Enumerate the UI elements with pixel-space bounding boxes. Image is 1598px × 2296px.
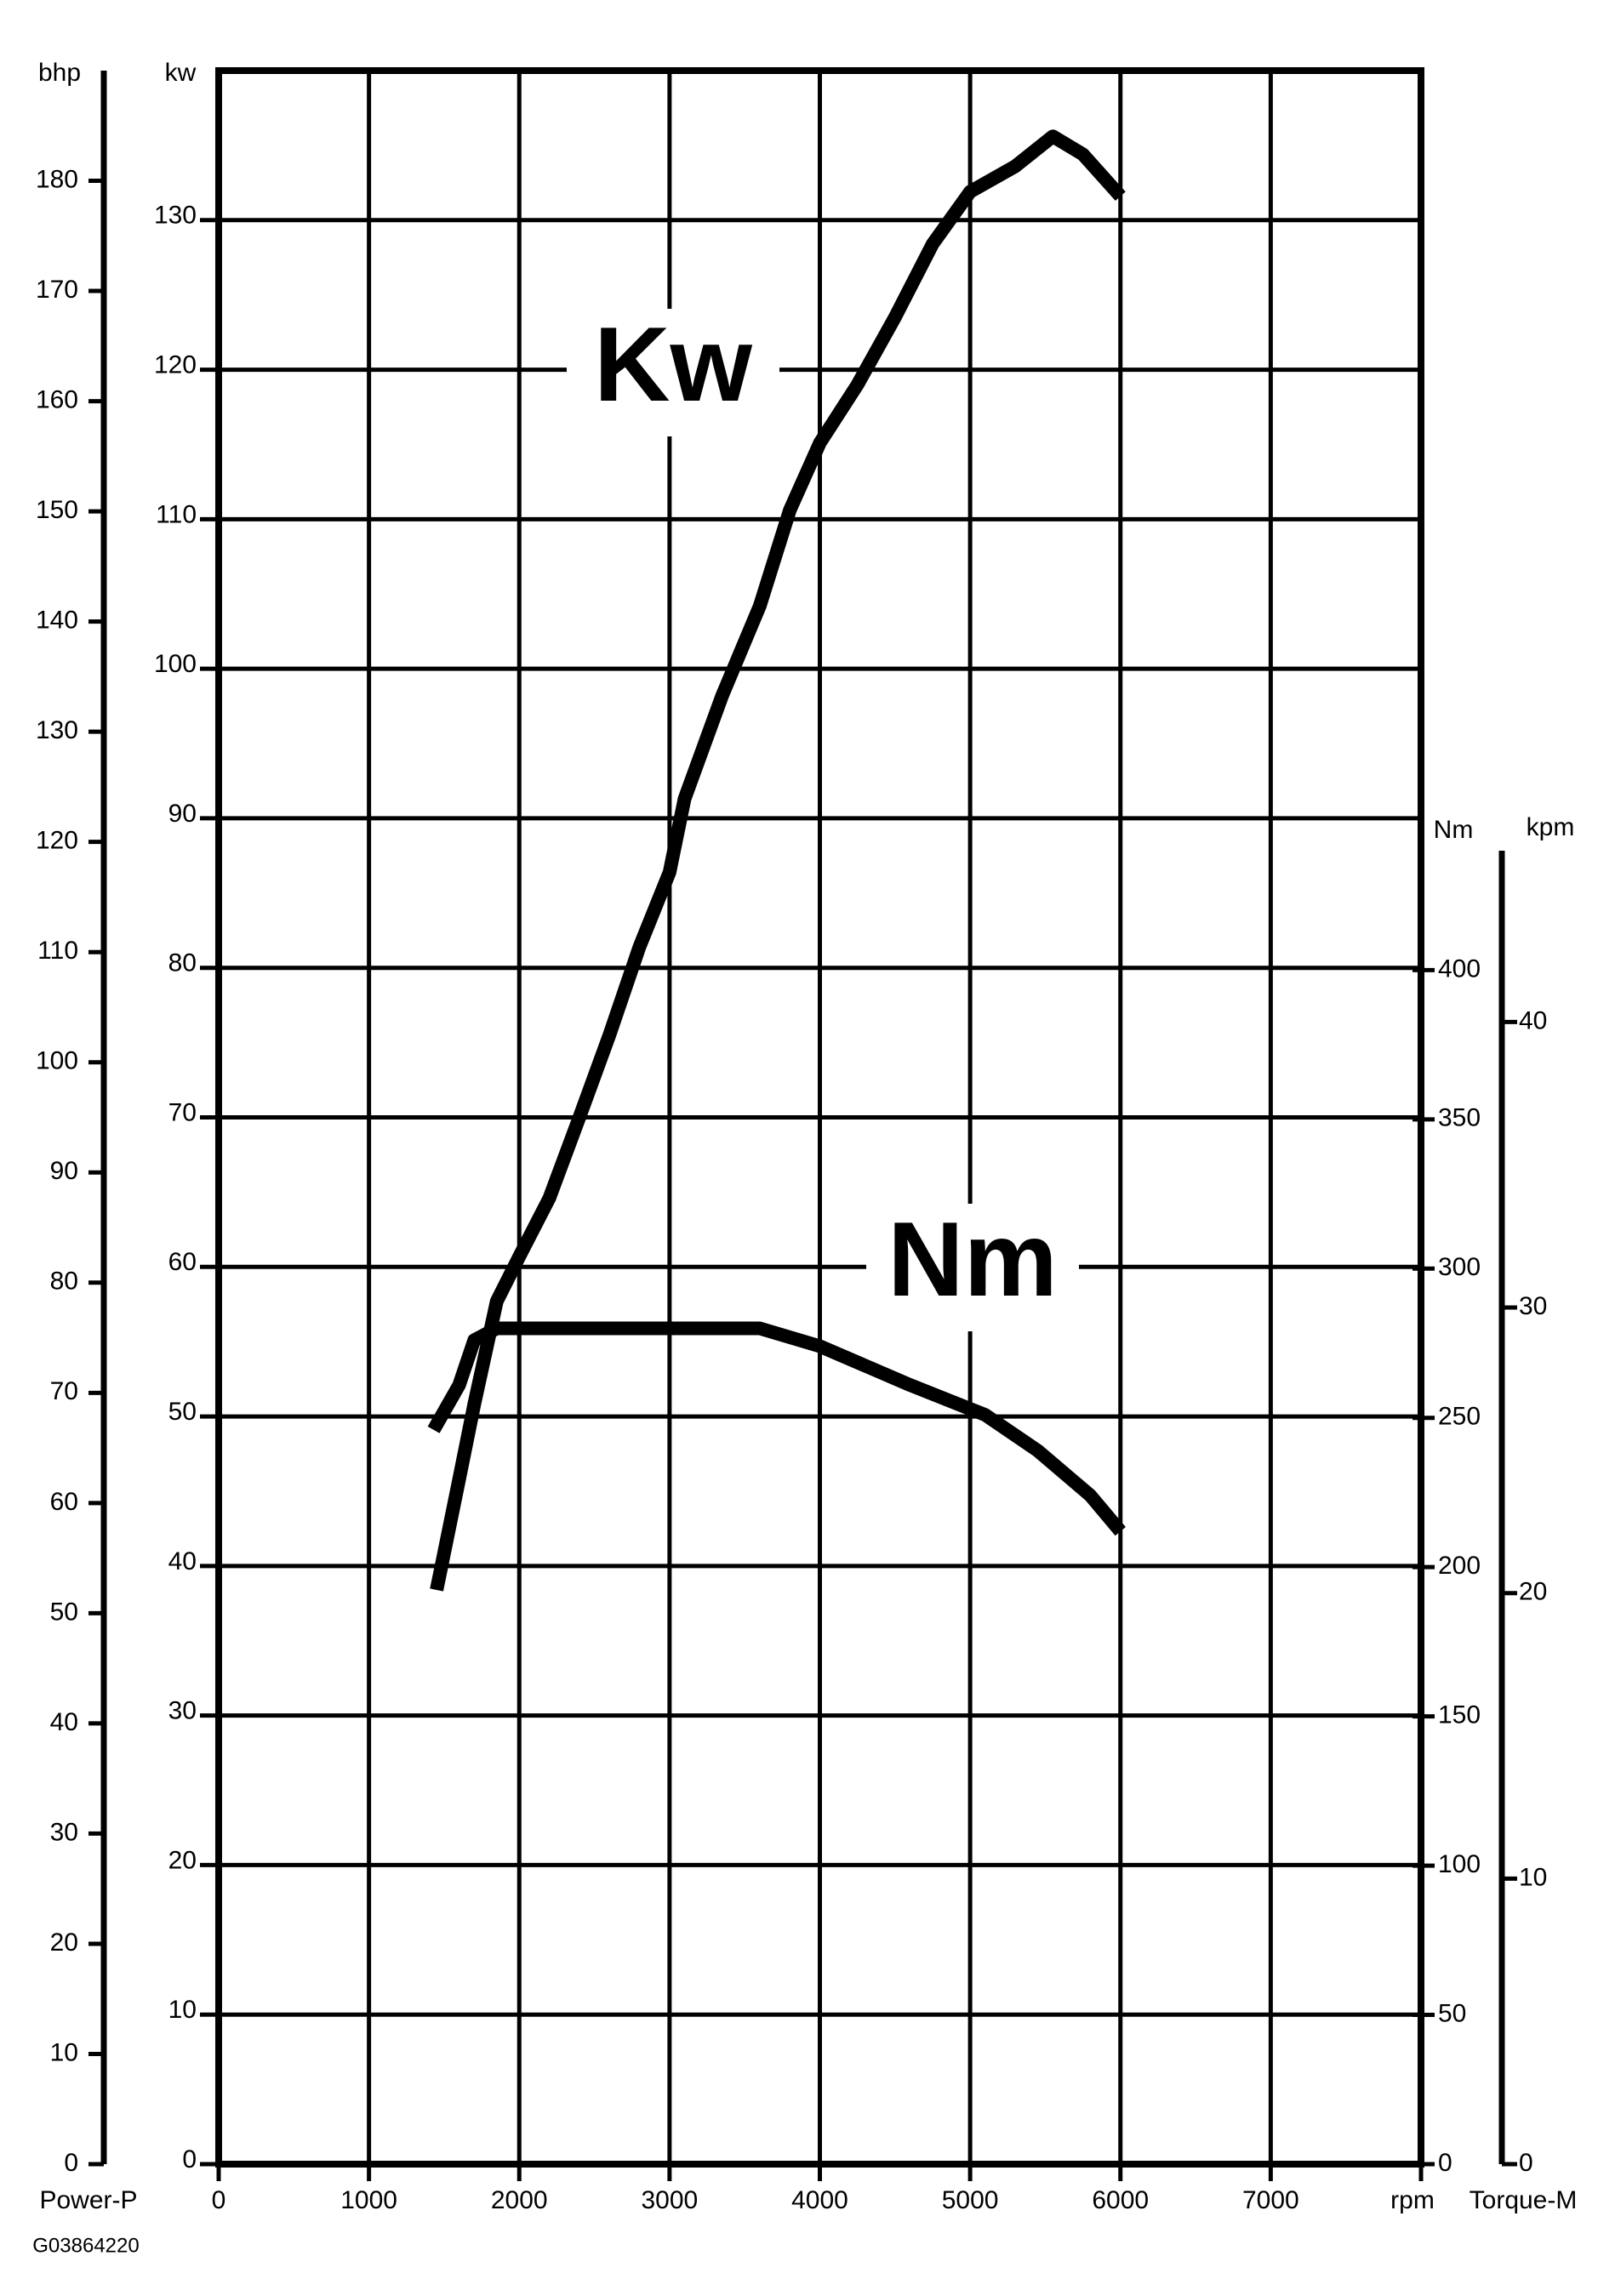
bhp-tick-label: 60 (50, 1488, 78, 1516)
right-footer: Torque-M (1470, 2186, 1578, 2214)
y2-axis-label: Nm (1434, 816, 1474, 844)
x-tick-label: 0 (212, 2186, 226, 2214)
y2-tick-label: 150 (1438, 1701, 1481, 1729)
figure-code: G03864220 (32, 2234, 139, 2257)
bhp-tick-label: 170 (36, 276, 78, 304)
x-axis-label: rpm (1390, 2186, 1435, 2214)
bhp-tick-label: 40 (50, 1708, 78, 1736)
y-tick-label: 50 (168, 1398, 197, 1426)
label-gap (866, 1204, 1079, 1331)
y-tick-label: 100 (154, 650, 197, 678)
bhp-tick-label: 160 (36, 386, 78, 414)
y-tick-label: 70 (168, 1098, 197, 1126)
kpm-axis-label: kpm (1527, 813, 1575, 841)
bhp-tick-label: 0 (64, 2149, 78, 2177)
x-tick-label: 7000 (1242, 2186, 1299, 2214)
y2-tick-label: 0 (1438, 2149, 1452, 2177)
x-tick-label: 4000 (791, 2186, 848, 2214)
bhp-axis-label: bhp (38, 59, 81, 87)
y-axis-label: kw (165, 59, 197, 87)
x-tick-label: 3000 (642, 2186, 699, 2214)
y-tick-label: 40 (168, 1547, 197, 1575)
bhp-tick-label: 130 (36, 716, 78, 744)
kpm-tick-label: 10 (1519, 1863, 1547, 1891)
y-tick-label: 130 (154, 202, 197, 230)
bhp-tick-label: 120 (36, 827, 78, 855)
series-line (427, 1321, 1126, 1536)
x-tick-label: 6000 (1092, 2186, 1149, 2214)
bhp-tick-label: 20 (50, 1929, 78, 1957)
bhp-tick-label: 100 (36, 1047, 78, 1075)
series-line (430, 129, 1126, 1592)
bhp-tick-label: 150 (36, 496, 78, 524)
y2-tick-label: 400 (1438, 954, 1481, 983)
y-tick-label: 120 (154, 350, 197, 379)
kpm-tick-label: 0 (1519, 2149, 1533, 2177)
y2-tick-label: 250 (1438, 1403, 1481, 1431)
kpm-tick-label: 40 (1519, 1006, 1547, 1034)
left-footer: Power-P (39, 2186, 137, 2214)
x-tick-label: 1000 (340, 2186, 397, 2214)
bhp-tick-label: 30 (50, 1818, 78, 1846)
series-label: Nm (887, 1201, 1058, 1319)
bhp-tick-label: 50 (50, 1598, 78, 1626)
bhp-tick-label: 140 (36, 607, 78, 635)
kpm-tick-label: 30 (1519, 1292, 1547, 1320)
kpm-tick-label: 20 (1519, 1578, 1547, 1606)
x-tick-label: 2000 (491, 2186, 548, 2214)
y-tick-label: 60 (168, 1248, 197, 1276)
bhp-tick-label: 90 (50, 1157, 78, 1185)
y-tick-label: 80 (168, 949, 197, 977)
y2-tick-label: 100 (1438, 1850, 1481, 1878)
series-label: Kw (594, 306, 753, 424)
y2-tick-label: 350 (1438, 1104, 1481, 1132)
bhp-tick-label: 70 (50, 1377, 78, 1405)
x-tick-label: 5000 (942, 2186, 999, 2214)
bhp-tick-label: 10 (50, 2038, 78, 2066)
y-tick-label: 110 (156, 500, 197, 528)
y2-tick-label: 200 (1438, 1552, 1481, 1580)
y-tick-label: 20 (168, 1846, 197, 1874)
y-tick-label: 90 (168, 800, 197, 828)
bhp-tick-label: 110 (37, 937, 78, 965)
y2-tick-label: 50 (1438, 1999, 1466, 2027)
y-tick-label: 30 (168, 1697, 197, 1725)
y2-tick-label: 300 (1438, 1253, 1481, 1281)
bhp-tick-label: 80 (50, 1268, 78, 1296)
y-tick-label: 0 (182, 2145, 197, 2174)
label-gap (567, 309, 779, 436)
bhp-tick-label: 180 (36, 165, 78, 193)
y-tick-label: 10 (168, 1996, 197, 2024)
